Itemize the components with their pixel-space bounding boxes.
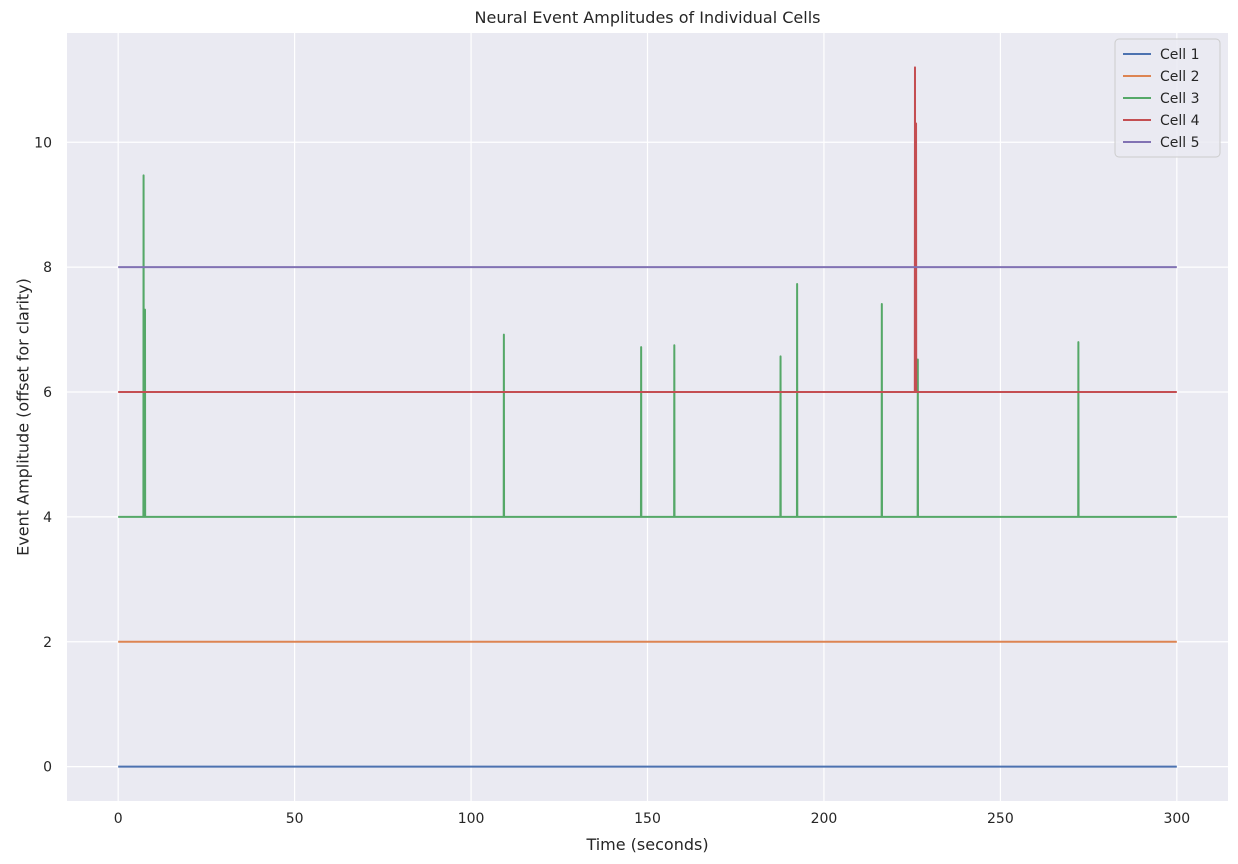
legend-label: Cell 5 — [1160, 135, 1200, 151]
x-tick-label: 250 — [987, 811, 1014, 827]
x-tick-label: 100 — [458, 811, 485, 827]
legend-label: Cell 3 — [1160, 91, 1200, 107]
y-axis: 0 2 4 6 8 10 — [34, 135, 52, 775]
y-tick-label: 10 — [34, 135, 52, 151]
chart-title: Neural Event Amplitudes of Individual Ce… — [475, 8, 821, 27]
series-line-4 — [118, 66, 1177, 394]
x-axis: 0 50 100 150 200 250 300 — [114, 811, 1190, 827]
x-tick-label: 50 — [286, 811, 304, 827]
series-layer — [118, 66, 1177, 768]
x-tick-label: 150 — [634, 811, 661, 827]
legend-label: Cell 4 — [1160, 113, 1200, 129]
legend-label: Cell 1 — [1160, 47, 1200, 63]
legend-label: Cell 2 — [1160, 69, 1200, 85]
y-tick-label: 2 — [43, 635, 52, 651]
legend: Cell 1 Cell 2 Cell 3 Cell 4 Cell 5 — [1114, 38, 1221, 158]
series-line-3 — [118, 174, 1177, 518]
x-tick-label: 0 — [114, 811, 123, 827]
y-tick-label: 0 — [43, 760, 52, 776]
y-tick-label: 4 — [43, 510, 52, 526]
x-tick-label: 200 — [811, 811, 838, 827]
x-tick-label: 300 — [1163, 811, 1190, 827]
x-axis-label: Time (seconds) — [585, 835, 708, 854]
y-axis-label: Event Amplitude (offset for clarity) — [14, 278, 33, 556]
y-tick-label: 6 — [43, 385, 52, 401]
legend-box — [1114, 38, 1221, 158]
y-tick-label: 8 — [43, 260, 52, 276]
